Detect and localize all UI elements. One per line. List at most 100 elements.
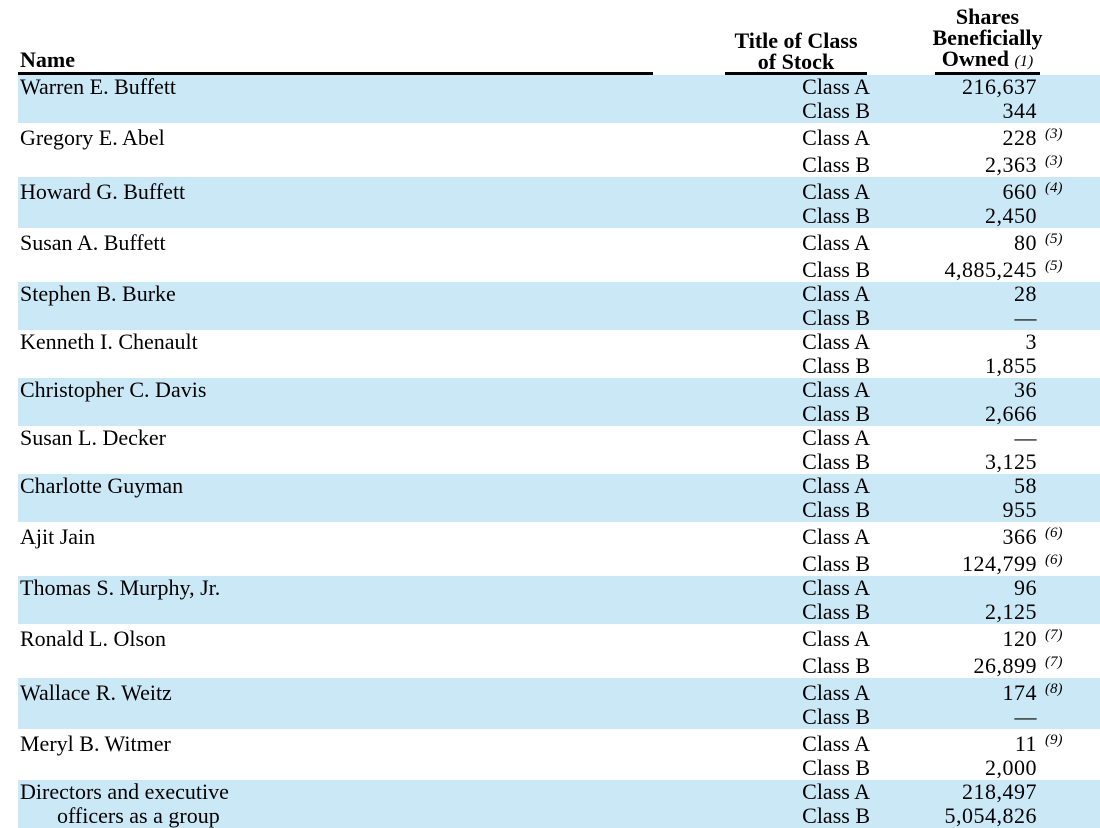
footnote-cell: (5) (1040, 228, 1100, 255)
footnote-reference: (3) (1045, 153, 1063, 169)
footnote-cell: (7) (1040, 624, 1100, 651)
class-of-stock-cell: Class A (802, 329, 870, 354)
table-row: Directors and executive Class A 218,497 (18, 780, 1100, 804)
footnote-cell (1040, 756, 1100, 780)
footnote-cell (1040, 204, 1100, 228)
holder-name-cell: Warren E. Buffett (20, 74, 177, 99)
footnote-cell (1040, 600, 1100, 624)
footnote-cell (1040, 576, 1100, 600)
shares-header-line1: Shares (955, 4, 1020, 29)
holder-name-cell: Meryl B. Witmer (20, 731, 171, 756)
footnote-cell (1040, 306, 1100, 330)
class-column-header-cell: Title of Class of Stock (700, 0, 870, 75)
footnote-reference: (9) (1045, 732, 1063, 748)
holder-name-cell: Susan A. Buffett (20, 230, 166, 255)
footnote-cell (1040, 705, 1100, 729)
shares-owned-cell: 36 (1014, 377, 1037, 402)
beneficial-ownership-table: Name Title of Class of Stock Shares (18, 0, 1100, 828)
footnote-cell: (6) (1040, 522, 1100, 549)
footnote-1-reference: (1) (1014, 53, 1034, 70)
shares-owned-cell: 660 (1002, 179, 1037, 204)
footnote-reference: (3) (1045, 126, 1063, 142)
holder-name-cell: Howard G. Buffett (20, 179, 186, 204)
footnote-cell: (7) (1040, 651, 1100, 678)
table-row: Gregory E. Abel Class A 228 (3) (18, 123, 1100, 150)
shares-owned-cell: 96 (1014, 575, 1037, 600)
holder-name-cell: Thomas S. Murphy, Jr. (20, 575, 221, 600)
class-of-stock-cell: Class B (802, 653, 870, 678)
shares-owned-cell: 2,125 (985, 599, 1037, 624)
table-row: Charlotte Guyman Class A 58 (18, 474, 1100, 498)
footnote-cell (1040, 99, 1100, 123)
table-row: Class B 2,000 (18, 756, 1100, 780)
class-of-stock-cell: Class B (802, 401, 870, 426)
holder-name-cell: Christopher C. Davis (20, 377, 207, 402)
table-row: Class B — (18, 705, 1100, 729)
class-of-stock-cell: Class B (802, 203, 870, 228)
holder-name-cell: officers as a group (57, 803, 220, 828)
holder-name-cell (18, 600, 700, 624)
class-of-stock-cell: Class A (802, 779, 870, 804)
holder-name-cell (18, 549, 700, 576)
class-of-stock-cell: Class B (802, 305, 870, 330)
footnote-cell (1040, 378, 1100, 402)
class-of-stock-cell: Class B (802, 497, 870, 522)
class-header-line1: Title of Class (734, 28, 858, 53)
shares-owned-cell: 344 (1002, 98, 1037, 123)
table-row: Class B 4,885,245 (5) (18, 255, 1100, 282)
footnote-cell (1040, 498, 1100, 522)
shares-owned-cell: 228 (1002, 125, 1037, 150)
footnote-reference: (6) (1045, 525, 1063, 541)
footnote-cell: (3) (1040, 123, 1100, 150)
footnote-cell (1040, 75, 1100, 99)
shares-owned-cell: 4,885,245 (944, 257, 1037, 282)
footnote-cell: (5) (1040, 255, 1100, 282)
table-row: Class B — (18, 306, 1100, 330)
footnote-cell: (9) (1040, 729, 1100, 756)
shares-owned-cell: 216,637 (962, 74, 1037, 99)
table-row: Wallace R. Weitz Class A 174 (8) (18, 678, 1100, 705)
table-row: Ronald L. Olson Class A 120 (7) (18, 624, 1100, 651)
class-of-stock-cell: Class B (802, 353, 870, 378)
footnote-cell: (4) (1040, 177, 1100, 204)
table-row: Class B 344 (18, 99, 1100, 123)
footnote-cell (1040, 402, 1100, 426)
table-row: Thomas S. Murphy, Jr. Class A 96 (18, 576, 1100, 600)
table-row: Class B 26,899 (7) (18, 651, 1100, 678)
class-header-line2: of Stock (757, 49, 835, 74)
shares-header-line2: Beneficially (932, 25, 1043, 50)
footnote-cell (1040, 330, 1100, 354)
table-row: Class B 2,666 (18, 402, 1100, 426)
class-of-stock-cell: Class A (802, 473, 870, 498)
shares-owned-cell: 124,799 (962, 551, 1037, 576)
table-row: Class B 3,125 (18, 450, 1100, 474)
table-row: Class B 124,799 (6) (18, 549, 1100, 576)
shares-owned-cell: 2,000 (985, 755, 1037, 780)
table-row: Class B 1,855 (18, 354, 1100, 378)
holder-name-cell (18, 705, 700, 729)
class-of-stock-cell: Class A (802, 731, 870, 756)
table-row: Kenneth I. Chenault Class A 3 (18, 330, 1100, 354)
shares-owned-cell: 2,363 (985, 152, 1037, 177)
footnote-cell: (8) (1040, 678, 1100, 705)
holder-name-cell (18, 354, 700, 378)
table-row: Class B 2,450 (18, 204, 1100, 228)
holder-name-cell: Kenneth I. Chenault (20, 329, 198, 354)
holder-name-cell (18, 150, 700, 177)
shares-owned-cell: 80 (1014, 230, 1037, 255)
class-of-stock-cell: Class B (802, 449, 870, 474)
shares-owned-cell: 11 (1014, 731, 1037, 756)
class-of-stock-cell: Class B (802, 803, 870, 828)
holder-name-cell: Gregory E. Abel (20, 125, 165, 150)
shares-owned-cell: — (1014, 305, 1037, 330)
shares-owned-cell: 174 (1002, 680, 1037, 705)
footnote-reference: (6) (1045, 552, 1063, 568)
holder-name-cell (18, 402, 700, 426)
holder-name-cell (18, 204, 700, 228)
shares-owned-cell: 3,125 (985, 449, 1037, 474)
class-of-stock-cell: Class A (802, 575, 870, 600)
class-of-stock-cell: Class B (802, 704, 870, 729)
holder-name-cell: Wallace R. Weitz (20, 680, 172, 705)
footnote-cell: (3) (1040, 150, 1100, 177)
table-row: Meryl B. Witmer Class A 11 (9) (18, 729, 1100, 756)
